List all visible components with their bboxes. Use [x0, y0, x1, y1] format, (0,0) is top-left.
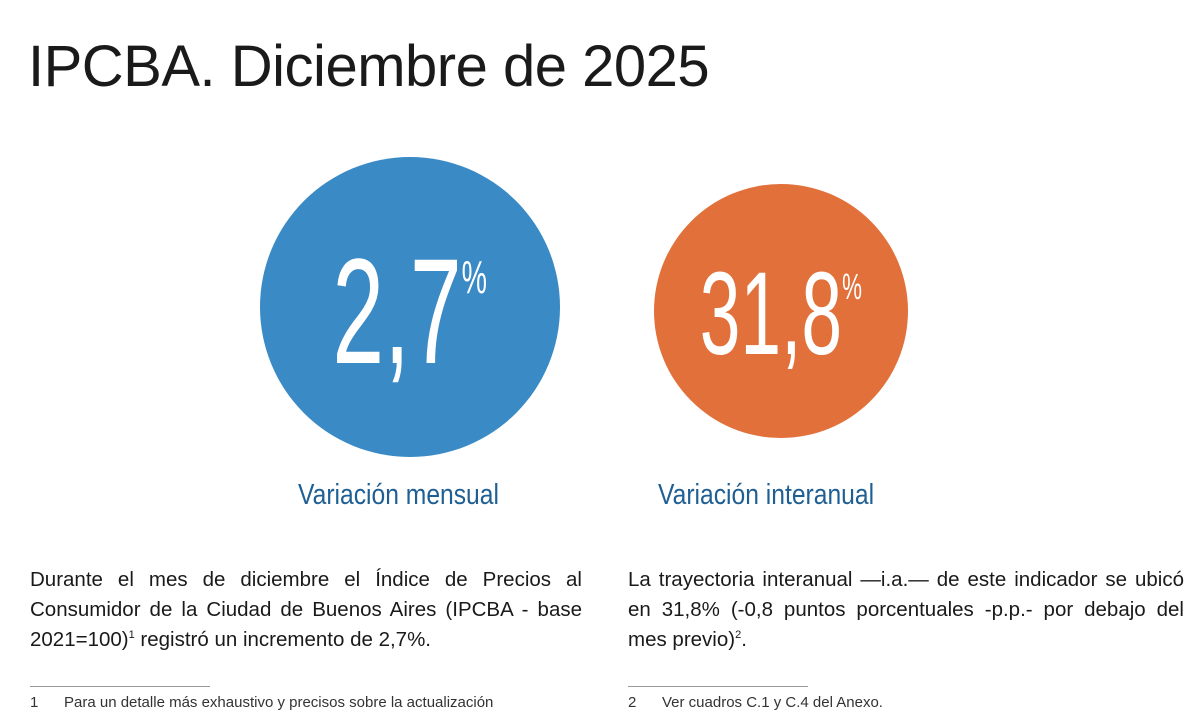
footnote-ref-1[interactable]: 1	[128, 629, 135, 642]
footnote-text: Ver cuadros C.1 y C.4 del Anexo.	[662, 694, 883, 711]
annual-variation-circle: 31,8%	[654, 184, 908, 438]
footnote-text: Para un detalle más exhaustivo y preciso…	[64, 694, 494, 711]
footnote-number: 2	[628, 694, 637, 711]
annual-summary-paragraph: La trayectoria interanual —i.a.— de este…	[628, 568, 1184, 651]
percent-sign: %	[842, 266, 863, 307]
page-title: IPCBA. Diciembre de 2025	[28, 34, 710, 99]
monthly-variation-circle: 2,7%	[260, 157, 560, 457]
footnote-divider	[30, 686, 210, 687]
footnote-number: 1	[30, 694, 39, 711]
monthly-variation-value: 2,7%	[332, 227, 488, 395]
footnote-divider	[628, 686, 808, 687]
percent-sign: %	[461, 251, 488, 303]
annual-variation-value: 31,8%	[699, 248, 863, 380]
annual-variation-label: Variación interanual	[658, 479, 875, 511]
monthly-variation-label: Variación mensual	[298, 479, 499, 511]
monthly-summary-paragraph: Durante el mes de diciembre el Índice de…	[30, 568, 582, 651]
footnote-ref-2[interactable]: 2	[735, 629, 742, 642]
footnote-2: 2 Ver cuadros C.1 y C.4 del Anexo.	[628, 694, 883, 712]
footnote-1: 1 Para un detalle más exhaustivo y precis…	[30, 694, 493, 712]
